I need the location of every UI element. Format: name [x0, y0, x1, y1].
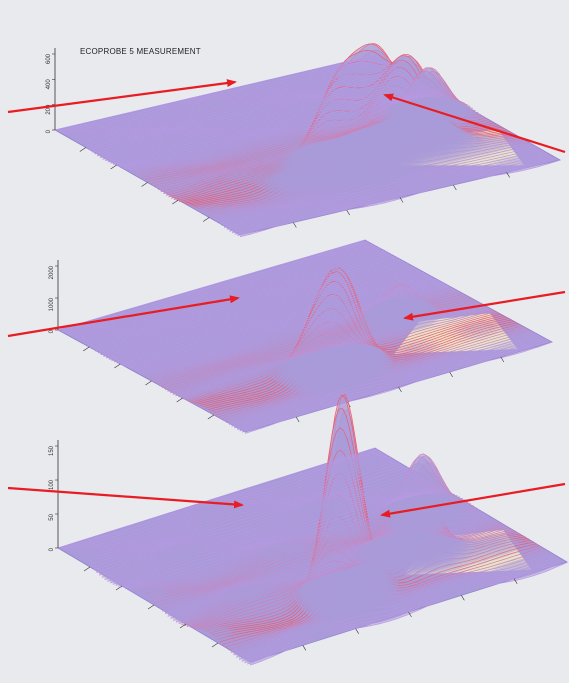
surface-panel-bottom: 150 100 50 0 — [7, 394, 568, 666]
z-tick-label: 150 — [49, 445, 55, 456]
z-tick-label: 100 — [49, 479, 55, 490]
surface-mesh — [54, 43, 561, 238]
pointer-arrow-right — [380, 482, 566, 518]
pointer-arrow-right — [383, 93, 566, 154]
z-tick-label: 600 — [46, 53, 52, 64]
pointer-arrow-left — [7, 486, 244, 509]
z-tick-label: 0 — [49, 547, 55, 551]
figure-title: ECOPROBE 5 MEASUREMENT — [80, 47, 201, 56]
z-tick-label: 2000 — [49, 265, 55, 279]
pointer-arrow-right — [403, 290, 566, 321]
base-ticks — [83, 566, 518, 651]
surface-mesh — [57, 239, 553, 434]
z-axis: 2000 1000 0 — [49, 260, 59, 333]
z-tick-label: 400 — [46, 79, 52, 90]
pointer-arrow-left — [7, 295, 240, 338]
z-tick-label: 200 — [46, 104, 52, 115]
z-axis: 150 100 50 0 — [49, 440, 59, 551]
z-axis: 600 400 200 0 — [46, 48, 56, 133]
surface-panel-top: 600 400 200 0 — [7, 43, 566, 238]
pointer-arrow-left — [7, 79, 237, 114]
z-tick-label: 0 — [49, 329, 55, 333]
surface-mesh — [57, 394, 568, 666]
base-ticks — [83, 346, 505, 423]
surface-panel-middle: 2000 1000 0 — [7, 239, 566, 434]
base-ticks — [79, 147, 510, 228]
z-tick-label: 50 — [49, 513, 55, 520]
z-tick-label: 0 — [46, 129, 52, 133]
z-tick-label: 1000 — [49, 297, 55, 311]
